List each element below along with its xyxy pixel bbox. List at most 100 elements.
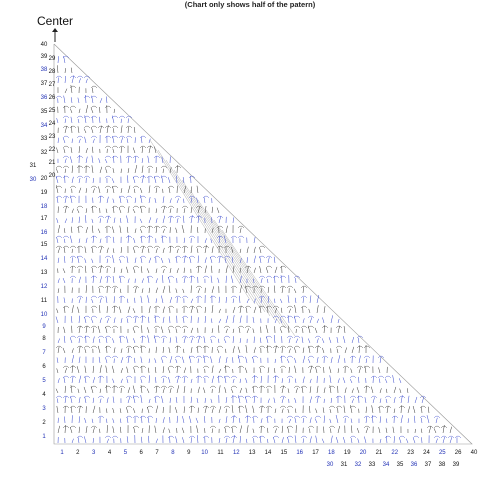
stitch-mark [141,278,144,284]
chain-arc [454,435,462,439]
chain-arc [153,175,161,179]
stitch-mark [253,267,256,274]
stitch-mark [70,147,73,154]
chain-arc [76,255,84,259]
chain-arc [426,425,434,429]
stitch-mark [85,425,88,434]
chain-arc [300,305,308,309]
chain-arc [174,245,182,249]
stitch-mark [378,367,381,374]
stitch-mark [273,285,276,294]
chain-arc [272,315,280,319]
stitch-mark [141,416,143,424]
stitch-mark [398,378,402,384]
stitch-mark [99,297,102,304]
stitch-mark [70,85,73,94]
stitch-mark [204,315,206,324]
stitch-mark [85,215,87,224]
stitch-mark [161,358,164,364]
chain-arc [153,255,161,259]
chain-arc [153,305,161,309]
stitch-mark [62,268,66,274]
chain-arc [132,315,140,319]
stitch-mark [99,238,102,244]
chain-arc [202,275,210,279]
stitch-mark [148,145,151,154]
chain-arc [251,285,259,289]
stitch-mark [218,318,222,324]
chain-arc [237,365,245,369]
stitch-mark [197,435,199,444]
stitch-mark [168,177,171,184]
chain-arc [55,95,63,99]
stitch-mark [330,435,333,444]
stitch-mark [218,406,222,414]
stitch-mark [162,316,165,324]
chain-arc [90,185,98,189]
stitch-mark [56,218,59,224]
chain-arc [174,325,182,329]
stitch-mark [183,208,186,214]
left-row-number: 13 [41,270,48,276]
stitch-mark [321,338,325,344]
chain-arc [104,235,112,239]
stitch-mark [294,297,297,304]
chain-arc [188,435,196,439]
chain-arc [132,265,140,269]
stitch-mark [112,426,115,434]
stitch-mark [168,328,171,334]
stitch-mark [57,225,61,234]
stitch-mark [84,417,87,424]
bottom-row-numbers: 1 2 3 4 5 6 7 8 9 10 11 12 13 14 15 16 17 18 19 20 21 22 23 24 2… [60,450,478,456]
stitch-mark [309,417,312,424]
chain-arc [300,285,308,289]
stitch-mark [232,306,236,314]
stitch-mark [99,98,103,104]
chain-arc [272,305,280,309]
stitch-mark [230,275,234,284]
stitch-mark [99,246,103,254]
diagonal-row-numbers: 29 28 27 26 25 24 23 22 21 20 [49,56,56,179]
stitch-mark [428,426,432,434]
stitch-mark [350,368,353,374]
chain-arc [258,305,266,309]
chain-arc [174,165,182,169]
stitch-mark [211,286,215,294]
chain-arc [202,435,210,439]
chain-arc [258,345,266,349]
bottom-row-number: 14 [265,450,272,456]
stitch-mark [252,316,255,324]
stitch-mark [77,388,80,394]
stitch-mark [106,408,108,414]
chain-arc [76,325,84,329]
stitch-mark [336,348,339,354]
stitch-mark [295,387,298,394]
chain-arc [118,385,126,389]
stitch-mark [56,405,59,414]
stitch-mark [217,348,220,354]
chain-arc [216,215,224,219]
chain-arc [90,425,98,429]
stitch-mark [225,416,228,424]
chain-arc [181,375,189,379]
chain-arc [62,165,70,169]
stitch-mark [295,278,297,284]
stitch-mark [435,438,438,444]
stitch-mark [127,298,129,304]
stitch-mark [274,375,277,384]
chain-arc [62,235,70,239]
stitch-mark [133,427,136,434]
stitch-mark [175,328,178,334]
stitch-mark [148,248,150,254]
stitch-mark [237,354,241,364]
chain-arc [153,225,161,229]
chain-arc [97,415,105,419]
chain-arc [230,385,238,389]
stitch-mark [154,425,157,434]
chain-arc [83,335,91,339]
chain-arc [314,415,322,419]
stitch-mark [127,397,131,404]
chain-arc [132,325,140,329]
stitch-mark [141,288,144,294]
stitch-mark [99,166,103,174]
